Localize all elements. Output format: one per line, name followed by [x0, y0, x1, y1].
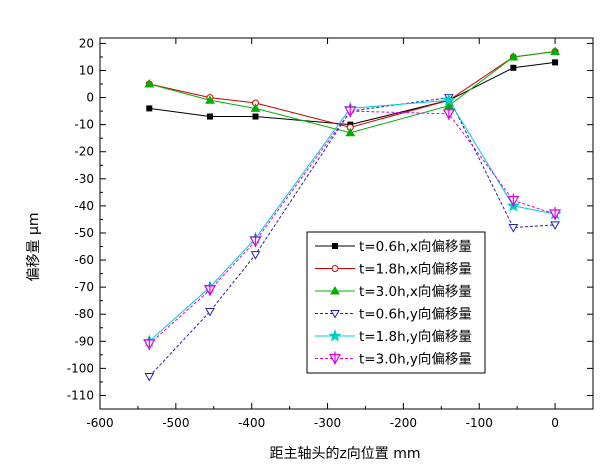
- data-point: [205, 95, 215, 104]
- y-tick-label: -110: [67, 388, 94, 402]
- legend-box: [306, 231, 486, 374]
- legend-item: t=0.6h,y向偏移量: [315, 307, 472, 323]
- y-tick-label: -100: [67, 361, 94, 375]
- data-point: [250, 103, 261, 112]
- series-6: [143, 104, 562, 351]
- y-tick-label: 0: [86, 91, 94, 105]
- data-point: [252, 113, 259, 120]
- legend-item: t=3.0h,y向偏移量: [315, 351, 472, 368]
- legend-item: t=1.8h,x向偏移量: [315, 262, 472, 278]
- x-axis-title: 距主轴头的z向位置 mm: [269, 446, 420, 462]
- data-point: [250, 251, 261, 260]
- y-axis-title: 偏移量 μm: [26, 213, 42, 282]
- y-tick-label: -90: [74, 334, 94, 348]
- y-tick-label: 10: [79, 63, 94, 77]
- legend-item: t=0.6h,x向偏移量: [315, 239, 472, 255]
- data-point: [345, 127, 356, 137]
- data-point: [550, 221, 560, 230]
- data-point: [146, 105, 153, 112]
- legend-item: t=1.8h,y向偏移量: [315, 329, 472, 345]
- data-point: [206, 113, 213, 120]
- y-tick-label: -40: [74, 199, 94, 213]
- data-point: [143, 337, 156, 351]
- data-point: [442, 106, 455, 121]
- x-tick-label: -300: [314, 416, 341, 430]
- y-tick-label: -10: [74, 118, 94, 132]
- data-point: [550, 46, 560, 56]
- plot-frame: [99, 37, 594, 410]
- y-tick-label: -20: [74, 145, 94, 159]
- y-tick-label: -60: [74, 253, 94, 267]
- axes: -600 -500 -400 -300 -200 -100 0-110-100-90-80-…: [67, 36, 593, 430]
- y-tick-label: 20: [79, 36, 94, 50]
- legend-label: t=3.0h,y向偏移量: [359, 352, 472, 368]
- data-point: [144, 79, 155, 88]
- data-point: [508, 224, 519, 233]
- legend-label: t=0.6h,x向偏移量: [359, 239, 472, 255]
- legend-label: t=3.0h,x向偏移量: [359, 284, 472, 300]
- data-point: [249, 234, 262, 248]
- data-point: [328, 329, 342, 342]
- x-tick-label: -500: [162, 416, 189, 430]
- plot-area: [99, 37, 594, 410]
- y-tick-label: -50: [74, 226, 94, 240]
- data-point: [205, 308, 215, 317]
- legend-label: t=0.6h,y向偏移量: [359, 307, 472, 323]
- data-point: [203, 282, 216, 297]
- series-line: [149, 51, 556, 134]
- data-point: [330, 310, 340, 319]
- data-point: [510, 64, 517, 71]
- x-tick-label: -400: [238, 416, 265, 430]
- data-point: [330, 285, 340, 295]
- y-tick-label: -80: [74, 307, 94, 321]
- data-point: [331, 265, 339, 272]
- x-tick-label: -200: [390, 416, 417, 430]
- data-point: [508, 51, 519, 61]
- data-point: [549, 207, 562, 221]
- x-tick-label: -600: [86, 416, 113, 430]
- data-point: [328, 351, 342, 365]
- data-point: [552, 59, 559, 66]
- legend-label: t=1.8h,y向偏移量: [359, 329, 472, 345]
- series-layer: [142, 46, 562, 382]
- data-point: [144, 373, 155, 382]
- y-tick-label: -70: [74, 280, 94, 294]
- legend: t=0.6h,x向偏移量 t=1.8h,x向偏移量 t=3.0h,x向偏移量 t=0.…: [306, 231, 486, 374]
- data-point: [332, 243, 338, 249]
- legend-item: t=3.0h,x向偏移量: [315, 284, 472, 300]
- data-point: [344, 104, 357, 118]
- legend-label: t=1.8h,x向偏移量: [359, 262, 472, 278]
- y-tick-label: -30: [74, 172, 94, 186]
- x-tick-label: -100: [466, 416, 493, 430]
- data-point: [507, 193, 520, 207]
- x-tick-label: 0: [551, 416, 559, 430]
- series-3: [144, 46, 560, 137]
- data-point: [442, 93, 456, 106]
